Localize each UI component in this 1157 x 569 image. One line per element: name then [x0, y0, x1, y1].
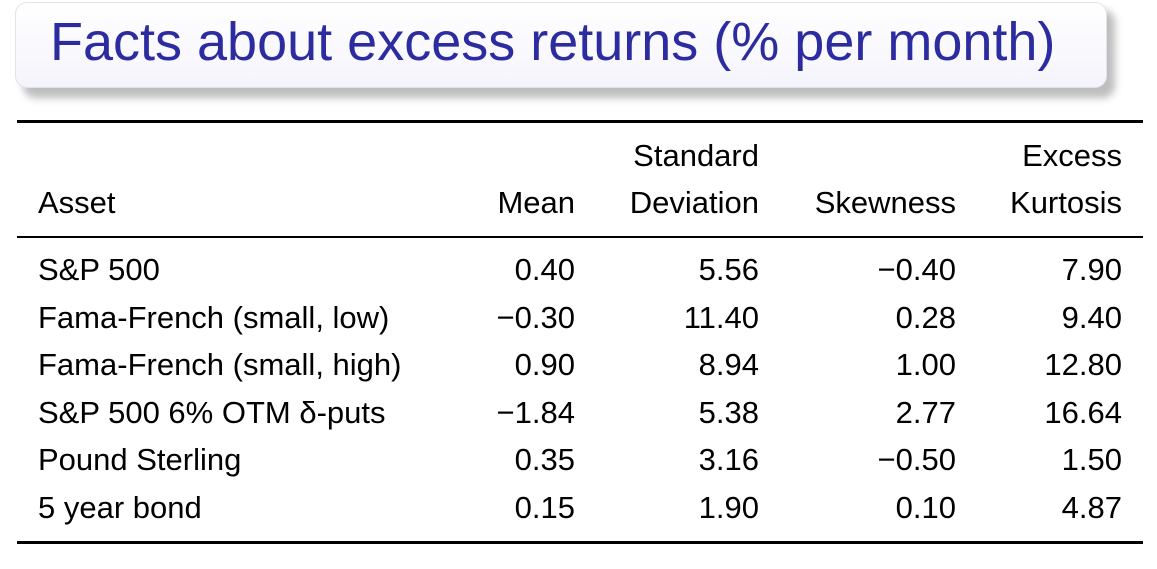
header-std-line2: Deviation — [629, 185, 759, 220]
cell-skew: −0.50 — [877, 442, 956, 477]
cell-asset: Fama-French (small, low) — [38, 300, 390, 335]
cell-asset: Fama-French (small, high) — [38, 347, 402, 382]
cell-skew: 1.00 — [895, 347, 956, 382]
cell-std: 8.94 — [698, 347, 759, 382]
cell-asset: S&P 500 6% OTM δ-puts — [38, 395, 386, 430]
cell-kurt: 1.50 — [1061, 442, 1122, 477]
header-kurtosis-line1: Excess — [1022, 138, 1122, 173]
cell-kurt: 12.80 — [1044, 347, 1122, 382]
cell-std: 5.38 — [698, 395, 759, 430]
cell-kurt: 7.90 — [1061, 252, 1122, 287]
cell-mean: 0.90 — [514, 347, 575, 382]
cell-mean: −0.30 — [496, 300, 575, 335]
cell-mean: 0.35 — [514, 442, 575, 477]
header-std-line1: Standard — [633, 138, 759, 173]
cell-std: 1.90 — [698, 490, 759, 525]
cell-std: 5.56 — [698, 252, 759, 287]
header-kurtosis-line2: Kurtosis — [1010, 185, 1122, 220]
table-header-rule — [17, 236, 1143, 238]
cell-std: 3.16 — [698, 442, 759, 477]
cell-asset: Pound Sterling — [38, 442, 242, 477]
cell-std: 11.40 — [683, 300, 759, 335]
cell-asset: S&P 500 — [38, 252, 160, 287]
cell-skew: 0.10 — [895, 490, 956, 525]
header-mean: Mean — [497, 185, 575, 220]
cell-skew: 0.28 — [895, 300, 956, 335]
cell-kurt: 16.64 — [1044, 395, 1122, 430]
slide-title: Facts about excess returns (% per month) — [50, 12, 1056, 72]
table-bottom-rule — [17, 541, 1143, 544]
header-skewness: Skewness — [814, 185, 956, 220]
cell-kurt: 4.87 — [1061, 490, 1122, 525]
cell-mean: 0.40 — [514, 252, 575, 287]
cell-skew: 2.77 — [895, 395, 956, 430]
header-asset: Asset — [38, 185, 116, 220]
cell-skew: −0.40 — [877, 252, 956, 287]
title-banner — [15, 2, 1107, 88]
cell-kurt: 9.40 — [1061, 300, 1122, 335]
table-top-rule — [17, 120, 1143, 123]
cell-mean: 0.15 — [514, 490, 575, 525]
cell-asset: 5 year bond — [38, 490, 202, 525]
cell-mean: −1.84 — [496, 395, 575, 430]
